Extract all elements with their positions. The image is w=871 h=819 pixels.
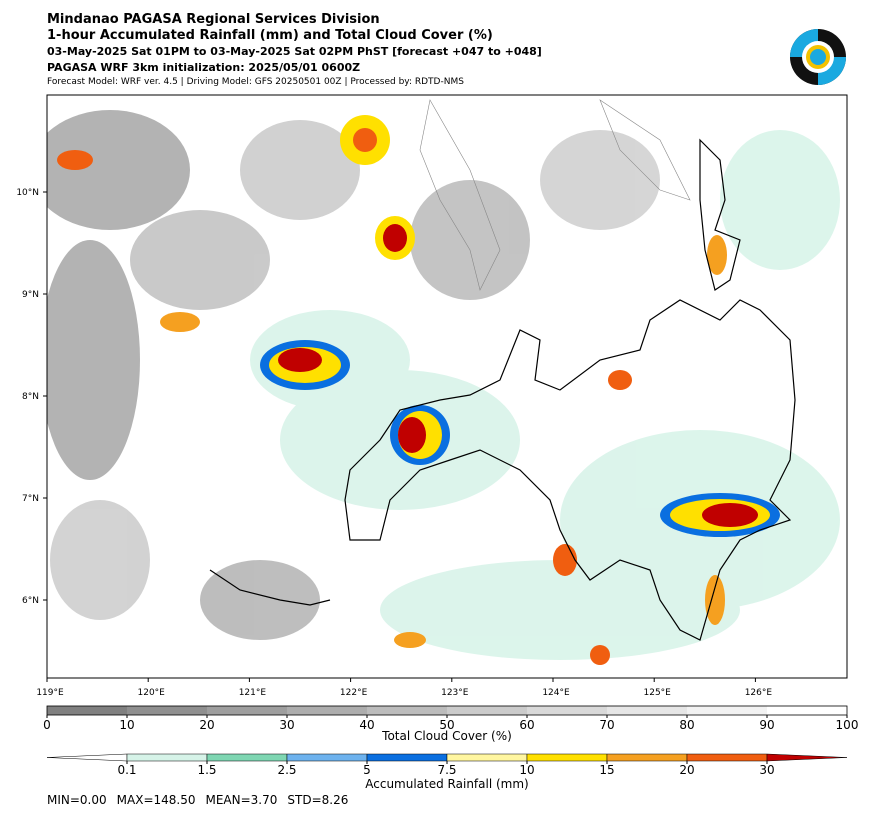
- stat: MAX=148.50: [117, 793, 196, 807]
- cloud-cover: [47, 110, 660, 640]
- lat-label: 7°N: [22, 494, 39, 504]
- lat-label: 10°N: [16, 188, 39, 198]
- cloud-colorbar-segment: [287, 706, 367, 715]
- subtitle: Forecast Model: WRF ver. 4.5 | Driving M…: [47, 77, 464, 87]
- subtitle: 03-May-2025 Sat 01PM to 03-May-2025 Sat …: [47, 45, 542, 58]
- cloud-colorbar-tick-label: 10: [119, 718, 134, 732]
- cloud-colorbar-segment: [47, 706, 127, 715]
- map: [46, 94, 848, 679]
- rain-colorbar-segment: [446, 753, 528, 762]
- rain-colorbar-segment: [286, 753, 368, 762]
- lon-label: 120°E: [138, 688, 166, 698]
- rain-colorbar-tick-label: 7.5: [437, 763, 456, 777]
- cloud-colorbar-segment: [207, 706, 287, 715]
- lon-label: 121°E: [239, 688, 267, 698]
- cloud-colorbar-label: Total Cloud Cover (%): [381, 729, 512, 743]
- stat: STD=8.26: [287, 793, 348, 807]
- cloud-colorbar-tick-label: 50: [439, 718, 454, 732]
- cloud-colorbar-segment: [527, 706, 607, 715]
- lat-label: 8°N: [22, 392, 39, 402]
- lon-label: 122°E: [340, 688, 368, 698]
- cloud-colorbar-tick-label: 90: [759, 718, 774, 732]
- lon-label: 124°E: [542, 688, 570, 698]
- cloud-colorbar-tick-label: 60: [519, 718, 534, 732]
- rain-colorbar-tick-label: 0.1: [117, 763, 136, 777]
- cloud-colorbar-tick-label: 40: [359, 718, 374, 732]
- cloud-colorbar-segment: [767, 706, 847, 715]
- lon-label: 119°E: [36, 688, 64, 698]
- cloud-colorbar-segment: [447, 706, 527, 715]
- cloud-colorbar-tick-label: 100: [836, 718, 859, 732]
- cloud-colorbar-tick-label: 70: [599, 718, 614, 732]
- cloud-colorbar-tick-label: 0: [43, 718, 51, 732]
- lon-label: 126°E: [745, 688, 773, 698]
- coastline-minor: [419, 99, 691, 291]
- rain-colorbar-segment: [366, 753, 448, 762]
- lat-label: 9°N: [22, 290, 39, 300]
- title: 1-hour Accumulated Rainfall (mm) and Tot…: [47, 28, 493, 43]
- rain-colorbar-segment: [766, 753, 848, 762]
- cloud-colorbar-segment: [607, 706, 687, 715]
- rain-colorbar-tick-label: 1.5: [197, 763, 216, 777]
- rain-colorbar-tick-label: 30: [759, 763, 774, 777]
- rain-colorbar-segment: [206, 753, 288, 762]
- rain-colorbar-tick-label: 15: [599, 763, 614, 777]
- title: Mindanao PAGASA Regional Services Divisi…: [47, 12, 380, 27]
- cloud-colorbar-segment: [367, 706, 447, 715]
- rain-colorbar-segment: [126, 753, 208, 762]
- cloud-colorbar-tick-label: 80: [679, 718, 694, 732]
- coastline: [209, 138, 796, 641]
- rain-colorbar-segment: [46, 753, 128, 762]
- rain-colorbar-tick-label: 2.5: [277, 763, 296, 777]
- cloud-colorbar-tick-label: 20: [199, 718, 214, 732]
- rain-colorbar-segment: [526, 753, 608, 762]
- lon-label: 123°E: [441, 688, 469, 698]
- cloud-colorbar-tick-label: 30: [279, 718, 294, 732]
- rain-colorbar-segment: [606, 753, 688, 762]
- cloud-colorbar-segment: [127, 706, 207, 715]
- lon-label: 125°E: [644, 688, 672, 698]
- rain-colorbar-tick-label: 5: [363, 763, 371, 777]
- logo: [790, 29, 846, 85]
- subtitle: PAGASA WRF 3km initialization: 2025/05/0…: [47, 61, 360, 74]
- rain-colorbar-tick-label: 10: [519, 763, 534, 777]
- lat-label: 6°N: [22, 596, 39, 606]
- rain-colorbar-tick-label: 20: [679, 763, 694, 777]
- rain-cells: [57, 115, 780, 665]
- stat: MEAN=3.70: [205, 793, 277, 807]
- rain-colorbar-label: Accumulated Rainfall (mm): [365, 777, 528, 791]
- stat: MIN=0.00: [47, 793, 107, 807]
- rain-colorbar-segment: [686, 753, 768, 762]
- cloud-colorbar-segment: [687, 706, 767, 715]
